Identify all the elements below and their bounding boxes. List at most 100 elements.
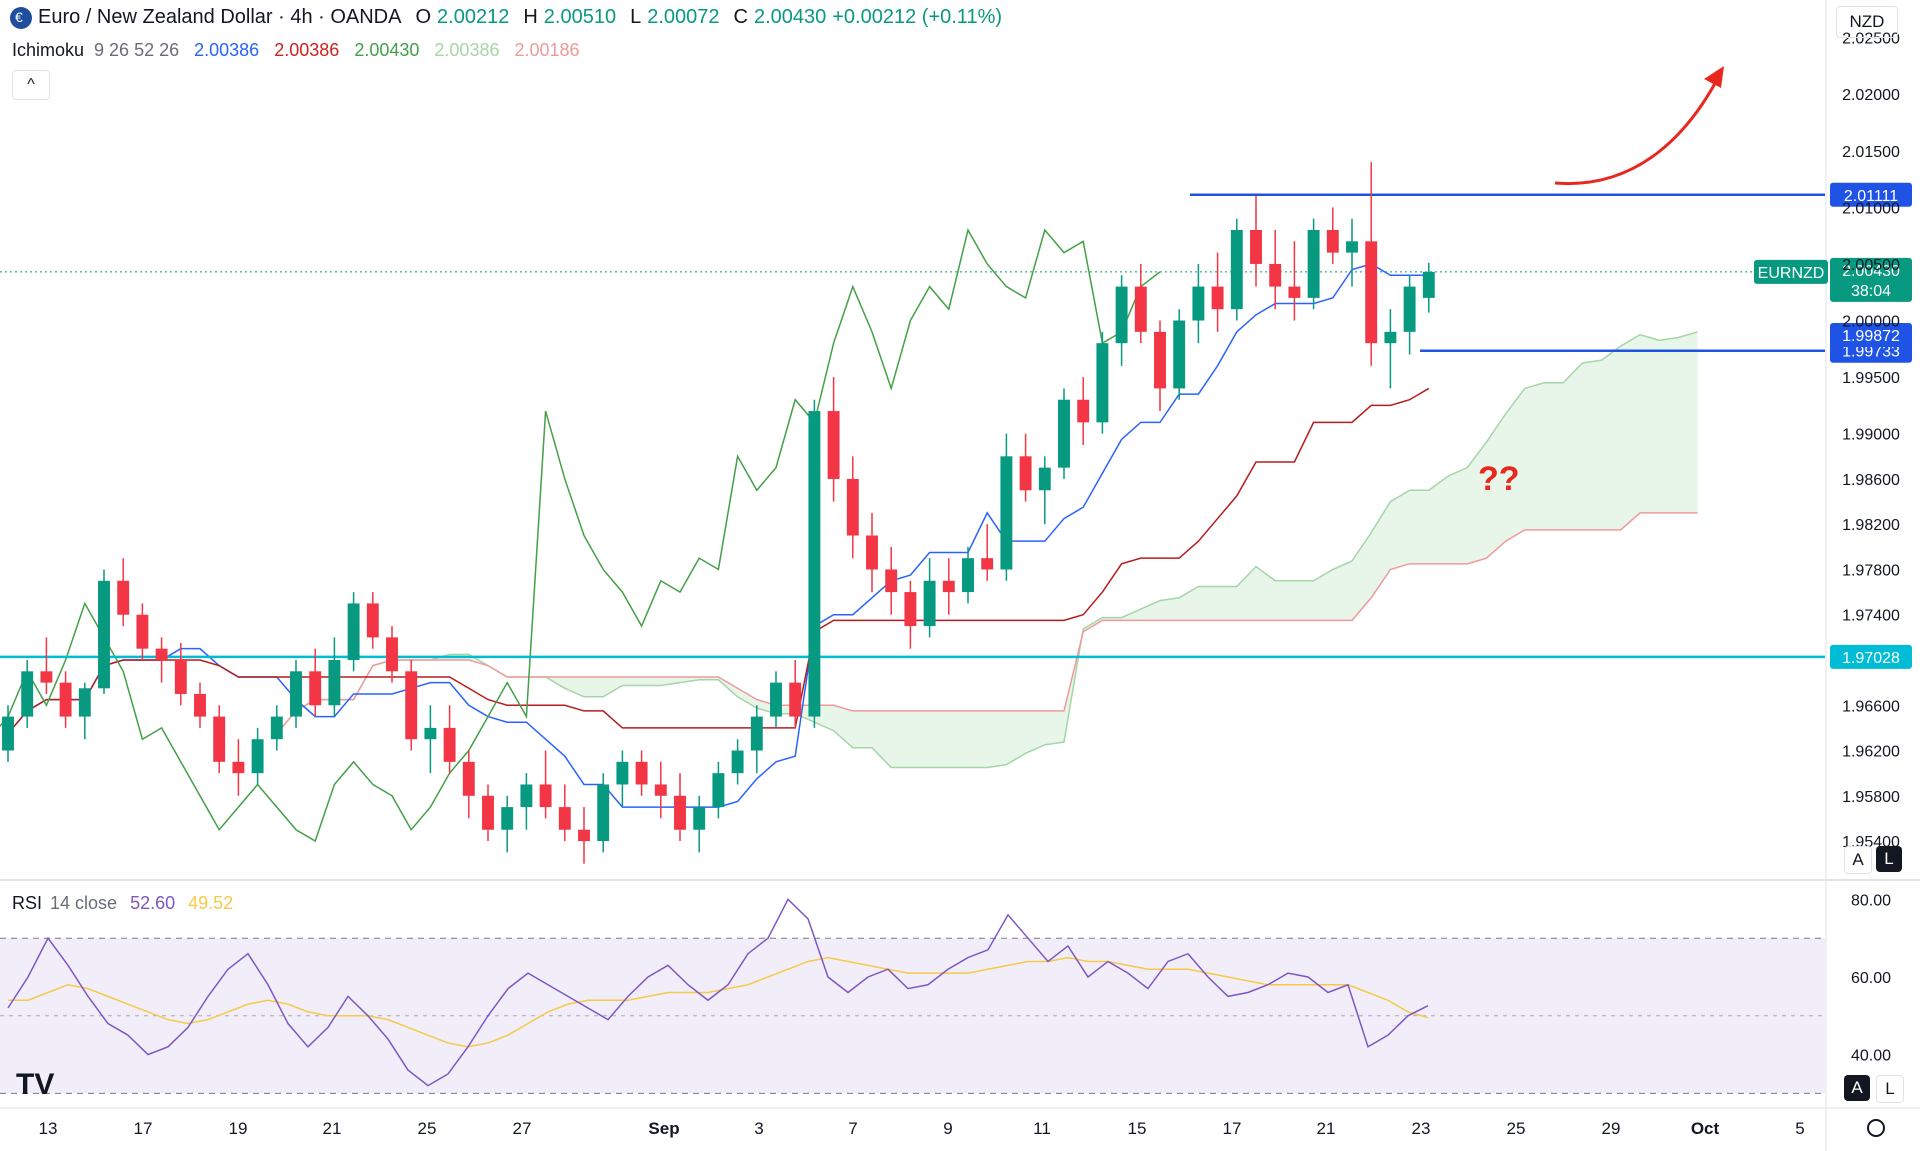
forecast-arrow-line (1554, 77, 1720, 186)
low-value: 2.00072 (647, 6, 720, 28)
candle-body (1403, 286, 1416, 332)
ichimoku-legend[interactable]: Ichimoku 9 26 52 26 2.00386 2.00386 2.004… (12, 40, 590, 61)
candle-body (1422, 271, 1435, 298)
time-tick: 15 (1128, 1119, 1147, 1138)
countdown-label: 38:04 (1851, 283, 1891, 300)
price-tick: 1.95800 (1842, 789, 1900, 806)
candle-body (21, 671, 34, 717)
time-tick: 21 (323, 1119, 342, 1138)
candle-body (405, 671, 418, 740)
question-annotation: ?? (1478, 460, 1520, 498)
kijun-sen-line (7, 387, 1430, 735)
time-tick: 27 (513, 1119, 532, 1138)
time-tick: 21 (1317, 1119, 1336, 1138)
candle-body (1154, 331, 1166, 389)
price-tick: 2.02000 (1842, 87, 1900, 104)
candle-body (98, 580, 110, 689)
rsi-value: 52.60 (130, 893, 176, 913)
candle-body (520, 784, 533, 808)
rsi-log-scale-button[interactable]: L (1876, 1075, 1904, 1103)
candle-body (942, 580, 955, 593)
candle-body (1326, 230, 1339, 253)
candle-body (59, 682, 72, 717)
candle-body (558, 807, 571, 830)
candle-body (635, 761, 648, 785)
rsi-ma-value: 49.52 (188, 893, 234, 913)
time-tick: 17 (134, 1119, 153, 1138)
indicator-name: Ichimoku (12, 40, 85, 60)
candle-body (674, 795, 686, 830)
auto-scale-button[interactable]: A (1844, 846, 1872, 874)
candle-body (923, 580, 936, 627)
ichimoku-cloud (276, 331, 1698, 768)
rsi-auto-scale-button[interactable]: A (1844, 1075, 1870, 1101)
price-label-0: 1.99872 (1842, 328, 1900, 345)
tenkan-value: 2.00386 (194, 40, 260, 60)
currency-selector[interactable]: NZD (1836, 6, 1898, 38)
price-tick: 2.00500 (1842, 257, 1900, 274)
candle-body (194, 693, 206, 717)
time-tick: 25 (418, 1119, 437, 1138)
symbol-title[interactable]: Euro / New Zealand Dollar · 4h · OANDA (38, 6, 402, 28)
candle-body (155, 648, 168, 660)
level-label-0: 2.01111 (1844, 188, 1898, 205)
candle-body (424, 727, 437, 740)
time-tick: 23 (1412, 1119, 1431, 1138)
candle-body (1346, 241, 1358, 253)
candle-body (1192, 286, 1205, 321)
price-tick: 1.98200 (1842, 517, 1900, 534)
candle-body (251, 739, 264, 774)
open-label: O (415, 6, 432, 28)
candle-body (1019, 456, 1032, 491)
candle-body (1038, 467, 1051, 491)
kijun-value: 2.00386 (274, 40, 340, 60)
candle-body (462, 761, 475, 796)
collapse-legend-button[interactable]: ^ (12, 70, 50, 100)
price-tick: 1.98600 (1842, 472, 1900, 489)
candle-body (78, 688, 91, 717)
candle-body (1384, 331, 1397, 344)
candle-body (597, 784, 610, 842)
forecast-arrow-head-icon (1704, 66, 1724, 88)
candle-body (904, 592, 917, 627)
candle-body (731, 750, 744, 774)
candle-body (866, 535, 878, 570)
price-tick: 1.99000 (1842, 427, 1900, 444)
span-b-value: 2.00186 (514, 40, 580, 60)
change-value: +0.00212 (+0.11%) (832, 6, 1003, 28)
candle-body (712, 773, 725, 808)
price-tick: 1.99500 (1842, 370, 1900, 387)
candle-body (290, 671, 302, 717)
candle-body (40, 671, 53, 683)
price-tick: 1.96200 (1842, 744, 1900, 761)
candle-body (1077, 399, 1090, 423)
chart-header: Euro / New Zealand Dollar · 4h · OANDA O… (10, 6, 1002, 29)
close-value: 2.00430 (753, 6, 827, 28)
candle-body (885, 569, 898, 593)
candle-body (1269, 263, 1282, 287)
rsi-name: RSI (12, 893, 43, 913)
price-label-bg-0 (1830, 323, 1912, 348)
candle-body (808, 411, 821, 717)
price-tick: 2.00000 (1842, 314, 1900, 331)
rsi-tick: 60.00 (1851, 970, 1891, 987)
candle-body (117, 580, 130, 615)
price-tick: 1.96600 (1842, 698, 1900, 715)
log-scale-button[interactable]: L (1876, 846, 1902, 872)
candle-body (386, 637, 398, 672)
rsi-tick: 80.00 (1851, 892, 1891, 909)
rsi-legend[interactable]: RSI 14 close 52.60 49.52 (12, 893, 241, 914)
candle-body (328, 660, 341, 706)
candle-body (1134, 286, 1147, 332)
tradingview-logo: TV (16, 1068, 55, 1101)
time-tick: 17 (1223, 1119, 1242, 1138)
candle-body (1173, 320, 1186, 389)
low-label: L (630, 6, 642, 28)
candle-body (654, 784, 667, 796)
candle-body (1211, 286, 1224, 310)
candle-body (482, 795, 494, 830)
candle-body (270, 716, 283, 740)
candle-body (1307, 230, 1320, 298)
candle-body (962, 558, 974, 593)
